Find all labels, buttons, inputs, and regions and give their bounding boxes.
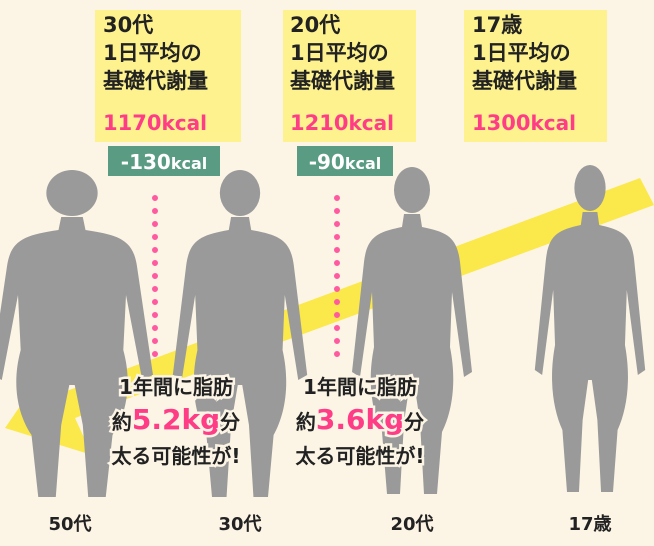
- note-line: 太る可能性が!: [111, 444, 240, 468]
- age-label: 20代: [390, 514, 433, 535]
- line: 1日平均の: [290, 41, 389, 65]
- line: 基礎代謝量: [290, 69, 395, 93]
- line: 基礎代謝量: [472, 69, 577, 93]
- note-line: 約5.2kg分: [112, 403, 240, 436]
- value: 1210kcal: [290, 111, 394, 135]
- age-label: 50代: [48, 514, 91, 535]
- note-line: 1年間に脂肪: [119, 375, 233, 399]
- silhouettes: [0, 165, 646, 497]
- age: 30代: [103, 13, 153, 37]
- notes: 1年間に脂肪 約5.2kg分 太る可能性が! 1年間に脂肪 約3.6kg分 太る…: [109, 373, 427, 471]
- line: 基礎代謝量: [103, 69, 208, 93]
- value: 1300kcal: [472, 111, 576, 135]
- note-line: 太る可能性が!: [295, 444, 424, 468]
- boxes: 30代 1日平均の 基礎代謝量 1170kcal 20代 1日平均の 基礎代謝量…: [95, 10, 607, 142]
- box-bg: [283, 10, 416, 142]
- note-line: 1年間に脂肪: [303, 375, 417, 399]
- diff: -130kcal: [121, 150, 207, 174]
- value: 1170kcal: [103, 111, 207, 135]
- line: 1日平均の: [472, 41, 571, 65]
- age-label: 30代: [218, 514, 261, 535]
- box: 17歳 1日平均の 基礎代謝量 1300kcal: [464, 10, 607, 142]
- arrow: [5, 178, 654, 455]
- age: 17歳: [472, 13, 522, 37]
- labels: 50代 30代 20代 17歳: [48, 514, 611, 535]
- diff-bg: [108, 146, 220, 176]
- diff: -90kcal: [309, 150, 382, 174]
- box: 20代 1日平均の 基礎代謝量 1210kcal: [283, 10, 416, 142]
- note-line: 約3.6kg分: [296, 403, 424, 436]
- age: 20代: [290, 13, 340, 37]
- box-bg: [464, 10, 607, 142]
- line: 1日平均の: [103, 41, 202, 65]
- diff-bg: [297, 146, 393, 176]
- dotted-lines: [152, 195, 340, 363]
- age-label: 17歳: [568, 514, 611, 535]
- box-bg: [95, 10, 241, 142]
- box: 30代 1日平均の 基礎代謝量 1170kcal: [95, 10, 241, 142]
- diffs: -130kcal -90kcal: [108, 146, 393, 176]
